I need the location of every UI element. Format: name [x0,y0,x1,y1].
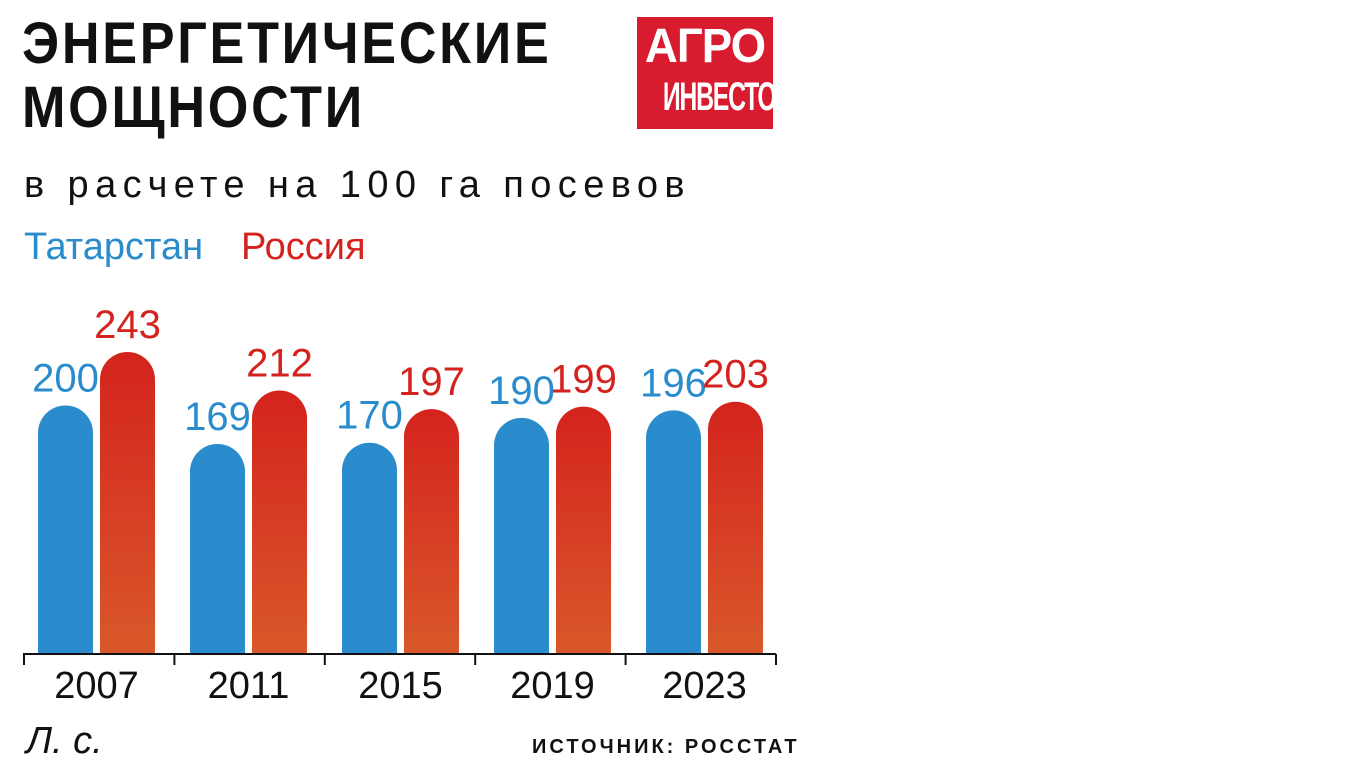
value-label-russia-2019: 199 [550,358,617,402]
bar-tatarstan-2023 [645,410,701,654]
title-line-2: МОЩНОСТИ [22,75,365,140]
bar-tatarstan-2007 [38,405,93,654]
bar-tatarstan-2011 [190,443,245,654]
value-label-tatarstan-2011: 169 [184,395,251,439]
chart-subtitle: в расчете на 100 га посевов [24,164,692,206]
value-label-russia-2015: 197 [398,360,465,404]
logo-line-2: ИНВЕСТОР [662,75,792,119]
bar-russia-2023 [707,401,763,654]
x-tick-label-2015: 2015 [358,665,443,707]
bar-russia-2007 [100,351,155,654]
value-label-russia-2023: 203 [702,353,769,397]
bar-russia-2015 [404,409,459,654]
legend-tatarstan: Татарстан [24,226,204,268]
unit-label: Л. с. [26,720,103,762]
title-line-1: ЭНЕРГЕТИЧЕСКИЕ [22,11,552,76]
x-tick-label-2007: 2007 [54,665,139,707]
x-tick-label-2019: 2019 [510,665,595,707]
value-label-russia-2011: 212 [246,342,313,386]
logo-line-1: АГРО [644,20,766,73]
chart-title: ЭНЕРГЕТИЧЕСКИЕ МОЩНОСТИ [22,12,551,140]
agroinvestor-logo: АГРО ИНВЕСТОР [637,17,792,129]
x-tick-label-2011: 2011 [208,665,290,707]
source-label: ИСТОЧНИК: РОССТАТ [532,736,800,758]
bar-russia-2019 [556,406,611,654]
value-label-tatarstan-2019: 190 [488,369,555,413]
legend-russia: Россия [241,226,366,268]
value-label-tatarstan-2015: 170 [336,394,403,438]
value-label-tatarstan-2007: 200 [32,356,99,400]
x-tick-label-2023: 2023 [662,665,747,707]
bar-tatarstan-2019 [494,417,549,654]
value-label-tatarstan-2023: 196 [640,361,707,405]
bar-russia-2011 [252,390,307,654]
value-label-russia-2007: 243 [94,303,161,347]
bar-tatarstan-2015 [342,442,397,654]
